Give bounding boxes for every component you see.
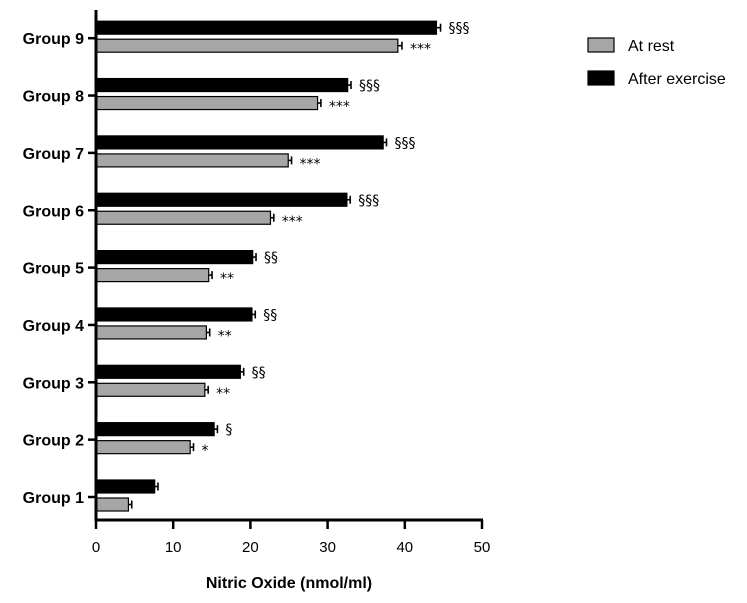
annotation-after-exercise-group-4: §§ (263, 307, 277, 323)
x-tick-label-10: 10 (165, 539, 182, 556)
category-label-group-5: Group 5 (23, 261, 84, 278)
bar-at-rest-group-2 (95, 440, 191, 455)
legend: At rest After exercise (587, 37, 726, 88)
annotation-after-exercise-group-8: §§§ (359, 78, 380, 94)
bar-at-rest-group-8 (95, 95, 319, 111)
category-label-group-1: Group 1 (23, 490, 84, 507)
annotation-at-rest-group-5: ** (220, 271, 234, 287)
labels-layer: Group 1 § * Group 2 §§ ** Group 3 §§ ** Group 4 §§… (23, 21, 491, 556)
bars-layer (95, 20, 442, 512)
annotation-after-exercise-group-7: §§§ (395, 135, 416, 151)
legend-swatch-at-rest (587, 37, 615, 53)
legend-label-after-exercise: After exercise (628, 71, 726, 88)
category-label-group-7: Group 7 (23, 146, 84, 163)
bar-after-exercise-group-8 (95, 77, 349, 93)
annotation-after-exercise-group-3: §§ (252, 365, 266, 381)
category-label-group-2: Group 2 (23, 433, 84, 450)
annotation-after-exercise-group-9: §§§ (449, 21, 470, 37)
axes-layer (88, 10, 484, 529)
annotation-at-rest-group-6: *** (282, 214, 303, 230)
x-tick-label-0: 0 (92, 539, 100, 556)
x-axis-title: Nitric Oxide (nmol/ml) (206, 575, 372, 592)
annotation-after-exercise-group-2: § (225, 422, 232, 438)
bar-at-rest-group-4 (95, 325, 207, 340)
annotation-at-rest-group-9: *** (410, 42, 431, 58)
x-tick-label-50: 50 (474, 539, 491, 556)
bar-at-rest-group-9 (95, 38, 399, 53)
bar-after-exercise-group-1 (95, 479, 156, 494)
legend-label-at-rest: At rest (628, 38, 675, 55)
annotation-at-rest-group-3: ** (216, 386, 230, 402)
bar-at-rest-group-1 (95, 497, 130, 512)
bar-after-exercise-group-9 (95, 20, 438, 35)
bar-at-rest-group-5 (95, 268, 210, 283)
bar-after-exercise-group-5 (95, 250, 254, 265)
legend-swatch-after-exercise (587, 70, 615, 86)
category-label-group-4: Group 4 (23, 318, 84, 335)
bar-after-exercise-group-7 (95, 135, 384, 150)
annotation-after-exercise-group-5: §§ (264, 250, 278, 266)
annotation-at-rest-group-4: ** (218, 328, 232, 344)
bar-after-exercise-group-2 (95, 422, 215, 437)
annotation-at-rest-group-7: *** (300, 156, 321, 172)
annotation-at-rest-group-8: *** (329, 99, 350, 115)
category-label-group-3: Group 3 (23, 375, 84, 392)
bar-at-rest-group-3 (95, 382, 206, 397)
bar-at-rest-group-7 (95, 153, 289, 168)
bar-after-exercise-group-6 (95, 192, 348, 207)
annotation-after-exercise-group-6: §§§ (358, 193, 379, 209)
bar-after-exercise-group-4 (95, 307, 253, 322)
category-label-group-6: Group 6 (23, 203, 84, 220)
x-tick-label-40: 40 (396, 539, 413, 556)
category-label-group-8: Group 8 (23, 89, 84, 106)
bar-at-rest-group-6 (95, 210, 272, 225)
x-tick-label-20: 20 (242, 539, 259, 556)
x-tick-label-30: 30 (319, 539, 336, 556)
category-label-group-9: Group 9 (23, 31, 84, 48)
annotation-at-rest-group-2: * (202, 443, 209, 459)
bar-after-exercise-group-3 (95, 364, 241, 379)
